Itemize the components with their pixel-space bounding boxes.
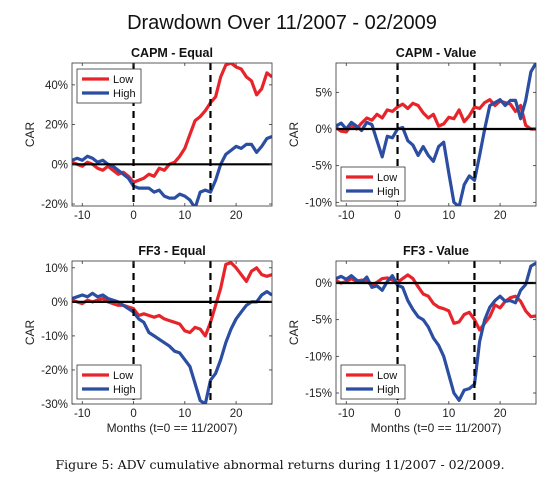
panel-ff3-equal-legend: Low High xyxy=(76,364,142,400)
panel-capm-value-ytick-label: -10% xyxy=(305,197,332,209)
panel-ff3-equal-xtick-label: 10 xyxy=(178,408,191,420)
panel-ff3-equal-legend-label-high: High xyxy=(113,384,136,396)
panel-ff3-value: FF3 - Value -10 0 10 20 -15% -10% -5% 0% CAR Month… xyxy=(287,244,537,435)
panel-ff3-equal-legend-label-low: Low xyxy=(113,370,133,382)
panel-capm-equal-title: CAPM - Equal xyxy=(131,46,213,60)
panel-capm-equal-ylabel: CAR xyxy=(23,122,37,148)
panel-ff3-value-axes-frame xyxy=(335,260,537,405)
panel-capm-equal-plot-area xyxy=(72,63,272,206)
panel-capm-equal-xtick-label: 10 xyxy=(178,210,191,222)
panel-capm-equal-xtick-label: -10 xyxy=(74,210,91,222)
figure-caption: Figure 5: ADV cumulative abnormal return… xyxy=(55,457,505,472)
panel-ff3-equal-series-high xyxy=(72,290,272,404)
panel-ff3-equal-ytick-label: -30% xyxy=(41,399,68,411)
panel-capm-equal-xtick-label: 0 xyxy=(130,210,136,222)
panel-ff3-value-plot-area xyxy=(336,261,536,404)
panel-capm-value-ylabel: CAR xyxy=(287,122,301,148)
panel-ff3-value-legend-box xyxy=(340,364,406,400)
panel-ff3-equal-xtick-label: 20 xyxy=(230,408,243,420)
panel-capm-equal-legend: Low High xyxy=(76,68,142,104)
panel-capm-value-plot-area xyxy=(336,63,536,206)
panel-ff3-equal-plot-area xyxy=(72,261,272,404)
panel-capm-equal-legend-label-low: Low xyxy=(113,74,133,86)
panel-capm-value-ytick-label: -5% xyxy=(312,161,332,173)
panel-capm-value-title: CAPM - Value xyxy=(396,46,477,60)
panel-ff3-value-xlabel: Months (t=0 == 11/2007) xyxy=(371,421,502,435)
panel-capm-equal-ytick-label: 20% xyxy=(45,120,68,132)
panel-ff3-equal-ytick-label: -20% xyxy=(41,365,68,377)
panel-ff3-equal-ylabel: CAR xyxy=(23,320,37,346)
panel-ff3-value-xtick-label: -10 xyxy=(338,408,355,420)
panel-capm-equal-legend-box xyxy=(76,68,142,104)
panel-capm-value-axes-frame xyxy=(335,62,537,207)
panel-ff3-equal-legend-box xyxy=(76,364,142,400)
panel-capm-equal-axes-frame xyxy=(71,62,273,207)
panel-ff3-value-ytick-label: -5% xyxy=(312,315,332,327)
panel-ff3-equal-xtick-label: -10 xyxy=(74,408,91,420)
panel-capm-value-legend: Low High xyxy=(340,166,406,202)
panel-ff3-equal-ytick-label: -10% xyxy=(41,331,68,343)
panel-capm-value-xtick-label: 10 xyxy=(442,210,455,222)
panel-ff3-value-ytick-label: 0% xyxy=(315,278,332,290)
panel-capm-value-legend-label-low: Low xyxy=(377,172,397,184)
panel-capm-value-xtick-label: 0 xyxy=(394,210,400,222)
panel-ff3-value-ytick-label: -10% xyxy=(305,351,332,363)
panel-ff3-equal-axes-frame xyxy=(71,260,273,405)
panel-capm-value-ytick-label: 5% xyxy=(315,87,332,99)
panel-ff3-value-legend-label-low: Low xyxy=(377,370,397,382)
panel-capm-equal-legend-label-high: High xyxy=(113,88,136,100)
panel-capm-value-ytick-label: 0% xyxy=(315,124,332,136)
panel-capm-equal-ytick-label: 40% xyxy=(45,80,68,92)
panel-capm-equal-ytick-label: 0% xyxy=(51,159,68,171)
panel-capm-value-legend-label-high: High xyxy=(377,186,400,198)
figure-title: Drawdown Over 11/2007 - 02/2009 xyxy=(127,12,437,34)
panel-ff3-value-xtick-label: 20 xyxy=(494,408,507,420)
panel-ff3-equal-ytick-label: 0% xyxy=(51,297,68,309)
panel-capm-equal-ytick-label: -20% xyxy=(41,199,68,211)
panel-ff3-value-legend-label-high: High xyxy=(377,384,400,396)
panel-ff3-equal-series-low xyxy=(72,261,272,338)
panel-ff3-value-xtick-label: 10 xyxy=(442,408,455,420)
panel-ff3-equal-xlabel: Months (t=0 == 11/2007) xyxy=(107,421,238,435)
panel-ff3-equal-xtick-label: 0 xyxy=(130,408,136,420)
panel-ff3-equal: FF3 - Equal -10 0 10 20 -30% -20% -10% 0% 10% CAR M… xyxy=(23,244,273,435)
chart-panels: CAPM - Equal -10 0 10 20 -20% 0% 20% 40% CAR Low Hi… xyxy=(23,46,537,435)
panel-capm-value-series-high xyxy=(336,63,536,206)
panel-ff3-value-legend: Low High xyxy=(340,364,406,400)
panel-ff3-equal-ytick-label: 10% xyxy=(45,263,68,275)
figure: Drawdown Over 11/2007 - 02/2009 CAPM - E… xyxy=(23,12,537,435)
panel-capm-equal-series-high xyxy=(72,135,272,206)
panel-capm-value: CAPM - Value -10 0 10 20 -10% -5% 0% 5% CAR Low Hig… xyxy=(287,46,537,222)
panel-ff3-value-title: FF3 - Value xyxy=(403,244,469,258)
panel-capm-value-xtick-label: -10 xyxy=(338,210,355,222)
panel-capm-equal-xtick-label: 20 xyxy=(230,210,243,222)
panel-ff3-value-ytick-label: -15% xyxy=(305,388,332,400)
panel-ff3-value-xtick-label: 0 xyxy=(394,408,400,420)
panel-capm-value-xtick-label: 20 xyxy=(494,210,507,222)
panel-capm-equal: CAPM - Equal -10 0 10 20 -20% 0% 20% 40% CAR Low Hi… xyxy=(23,46,273,222)
panel-ff3-value-ylabel: CAR xyxy=(287,320,301,346)
panel-capm-value-legend-box xyxy=(340,166,406,202)
panel-ff3-equal-title: FF3 - Equal xyxy=(138,244,205,258)
